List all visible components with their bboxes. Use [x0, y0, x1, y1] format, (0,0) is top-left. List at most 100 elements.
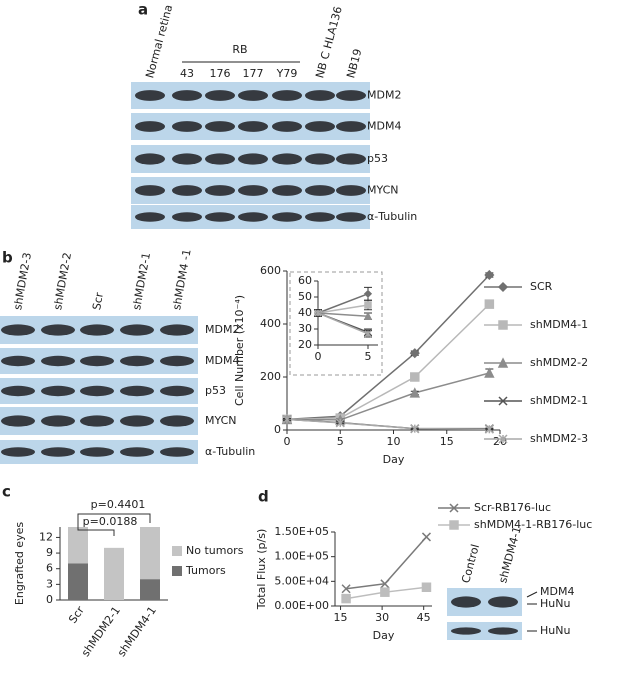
bar-segment	[68, 527, 88, 564]
annotation: p=0.0188	[83, 515, 138, 528]
band	[80, 385, 114, 397]
y-tick-label: 600	[260, 264, 281, 277]
band	[272, 153, 302, 165]
band	[305, 121, 335, 132]
lane-label: 43	[180, 67, 194, 80]
protein-label: MDM4	[367, 120, 401, 133]
y-tick-label: 400	[260, 317, 281, 330]
lane-label: 177	[243, 67, 264, 80]
x-tick-label: 0	[284, 435, 291, 448]
series-line	[317, 312, 369, 317]
lane-label: RB	[232, 43, 247, 56]
band	[272, 121, 302, 132]
spacer	[370, 270, 371, 271]
band	[205, 153, 235, 165]
series-line	[345, 536, 428, 590]
band	[172, 121, 202, 132]
lane-label: shMDM2-2	[51, 252, 74, 311]
blot-strip	[447, 622, 522, 640]
y-axis-label: Engrafted eyes	[13, 522, 26, 605]
marker	[380, 587, 390, 597]
band	[238, 212, 268, 222]
band	[80, 355, 114, 367]
marker	[421, 532, 431, 542]
lane-label: shMDM4-1	[496, 525, 524, 585]
bar-segment	[140, 527, 160, 580]
series-line	[317, 293, 369, 314]
band	[451, 596, 481, 608]
legend-label: shMDM2-1	[530, 394, 588, 407]
panel-label: b	[2, 249, 13, 267]
marker	[363, 289, 373, 298]
bar-segment	[140, 579, 160, 600]
y-tick-label: 1.00E+05	[274, 550, 329, 563]
band	[238, 121, 268, 132]
y-tick-label: 0	[46, 593, 53, 606]
band	[135, 185, 165, 196]
band	[172, 153, 202, 165]
x-tick-label: 5	[365, 350, 372, 363]
band	[41, 447, 75, 457]
protein-label: MYCN	[205, 414, 237, 427]
band	[1, 415, 35, 427]
y-tick-label: 9	[46, 546, 53, 559]
band	[160, 415, 194, 427]
marker	[449, 520, 459, 530]
band	[41, 385, 75, 397]
protein-label: α-Tubulin	[205, 445, 255, 458]
band	[80, 447, 114, 457]
y-tick-label: 200	[260, 370, 281, 383]
legend-label: Scr-RB176-luc	[474, 501, 551, 514]
panel-label: d	[258, 488, 269, 506]
marker	[363, 311, 373, 320]
panel-label: a	[138, 1, 148, 19]
band	[172, 212, 202, 222]
legend-label: shMDM2-2	[530, 356, 588, 369]
series-line	[317, 304, 369, 314]
series-line	[317, 312, 369, 335]
band	[205, 212, 235, 222]
band	[135, 153, 165, 165]
band	[120, 415, 154, 427]
band	[488, 627, 518, 635]
y-tick-label: 0	[274, 423, 281, 436]
band	[272, 185, 302, 196]
label-leader	[526, 591, 538, 598]
band	[336, 185, 366, 196]
band	[80, 415, 114, 427]
y-tick-label: 60	[298, 274, 312, 287]
lane-label: shMDM4 -1	[170, 248, 194, 311]
band	[120, 385, 154, 397]
marker	[410, 424, 420, 434]
lane-label: shMDM2-3	[11, 252, 34, 311]
y-tick-label: 0.00E+00	[274, 599, 329, 612]
marker	[364, 301, 372, 309]
band	[205, 121, 235, 132]
band	[305, 212, 335, 222]
protein-label: MYCN	[367, 184, 399, 197]
inset-frame	[289, 271, 383, 376]
marker	[484, 424, 494, 434]
protein-label: MDM4	[205, 354, 239, 367]
annotation: p=0.4401	[91, 498, 146, 511]
band	[336, 212, 366, 222]
y-tick-label: 40	[298, 306, 312, 319]
protein-label: MDM2	[367, 89, 401, 102]
x-tick-label: 15	[334, 611, 348, 624]
lane-label: 176	[210, 67, 231, 80]
band	[41, 415, 75, 427]
series-line	[286, 418, 490, 430]
x-axis-label: Day	[383, 453, 405, 466]
band	[172, 90, 202, 101]
band	[238, 90, 268, 101]
band	[160, 355, 194, 367]
marker	[449, 503, 459, 513]
marker	[484, 269, 495, 281]
x-tick-label: Scr	[66, 604, 87, 626]
band	[336, 121, 366, 132]
marker	[484, 299, 495, 309]
legend-label: SCR	[530, 280, 553, 293]
y-tick-label: 5.00E+04	[274, 574, 329, 587]
band	[1, 385, 35, 397]
lane-label: NB C HLA136	[313, 5, 345, 79]
